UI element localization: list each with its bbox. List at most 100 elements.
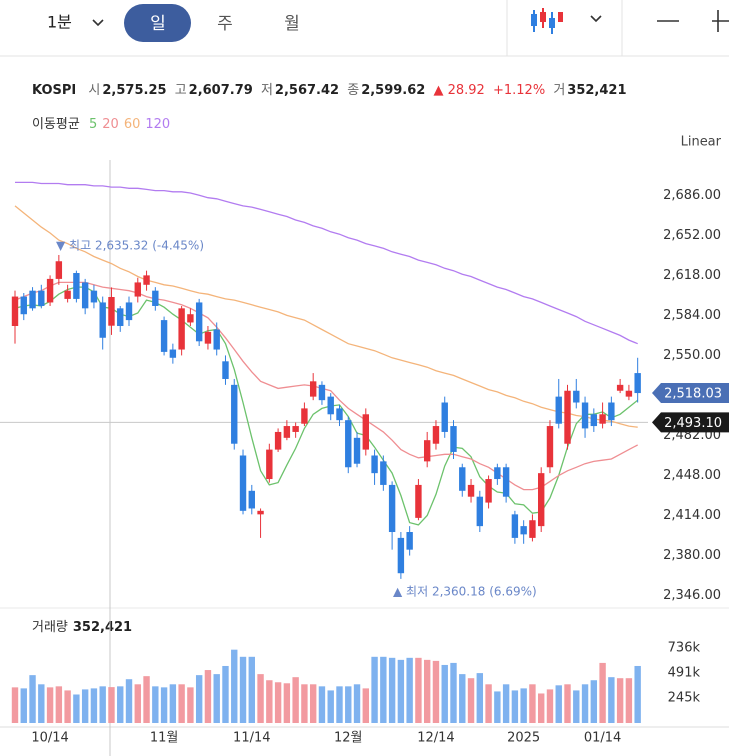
candle-body (292, 426, 299, 432)
candle-body (318, 384, 326, 401)
info-row: KOSPI 시 2,575.25 고 2,607.79 저 2,567.42 종 2,5… (32, 83, 627, 98)
volume-bar (248, 656, 255, 723)
candle-body (301, 408, 308, 424)
candle-body (362, 414, 369, 450)
candle-body (520, 526, 527, 535)
candle-body (467, 484, 475, 497)
candle-body (432, 426, 440, 444)
candle-body (353, 437, 361, 464)
volume-bar (441, 664, 448, 723)
candle-body (555, 396, 562, 424)
volume-bar (494, 691, 501, 723)
ma-legend-item: 120 (145, 117, 170, 132)
volume-bar (125, 679, 133, 723)
y-tick-label: 2,414.00 (663, 508, 721, 523)
volume-bar (160, 687, 168, 723)
ma-legend-item: 20 (102, 117, 119, 132)
candle-body (538, 473, 545, 527)
volume-bar (257, 674, 264, 723)
crosshair-price-label-bg (652, 412, 729, 433)
ma-legend-item: 5 (89, 117, 97, 132)
x-tick-label: 11/14 (233, 731, 270, 746)
candle-body (46, 278, 54, 303)
annotation-low: ▲ 최저 2,360.18 (6.69%) (393, 585, 537, 599)
volume-bar (29, 675, 36, 723)
y-tick-label: 2,686.00 (663, 188, 721, 203)
crosshair-tool[interactable] (712, 10, 729, 32)
y-tick-label: 2,346.00 (663, 588, 721, 603)
candle-body (117, 308, 124, 326)
candle-body (441, 402, 448, 432)
info-value: 352,421 (567, 83, 626, 98)
chevron[interactable] (590, 15, 602, 23)
volume-bar (292, 677, 299, 723)
volume-bar (634, 665, 641, 723)
candle-body (371, 455, 378, 474)
candle-body (99, 302, 106, 338)
candle-body (546, 426, 554, 468)
candle-body (248, 490, 255, 509)
y-tick-label: 2,448.00 (663, 468, 721, 483)
volume-bar (555, 685, 562, 723)
candle-body (239, 455, 247, 511)
candle-body (423, 440, 431, 462)
tab[interactable]: 일 (150, 14, 166, 34)
chevron (92, 19, 104, 27)
candle-body (266, 449, 273, 480)
candle-body (634, 373, 641, 394)
candle-body (11, 296, 19, 326)
candle-body (327, 396, 334, 415)
tab[interactable]: 월 (284, 14, 300, 34)
x-tick-label: 2025 (507, 731, 540, 746)
candle-body (397, 537, 405, 574)
candle-body (459, 467, 466, 491)
volume-bar (169, 684, 177, 723)
volume-tick-label: 491k (668, 665, 701, 680)
candle-body (29, 290, 36, 309)
change-pct: +1.12% (493, 83, 545, 98)
interval-select[interactable]: 1분 (47, 13, 72, 32)
volume-bar (625, 678, 633, 723)
volume-bar (134, 684, 141, 723)
volume-label: 거래량 (32, 620, 68, 635)
candle-body (616, 384, 624, 391)
volume-bar (73, 694, 80, 723)
symbol: KOSPI (32, 83, 76, 98)
candle-body (511, 514, 519, 538)
candle-body (204, 331, 212, 344)
x-tick-label: 12월 (334, 731, 363, 746)
ma-line (14, 205, 638, 428)
candle-body (309, 381, 317, 397)
volume-bar (371, 656, 378, 723)
tab[interactable]: 주 (217, 14, 233, 34)
volume-bar (397, 659, 405, 723)
candle-body (450, 426, 457, 452)
info-value: 2,607.79 (189, 83, 253, 98)
candle-body (257, 510, 264, 515)
info-label: 저 (261, 83, 273, 98)
candle-body (485, 479, 492, 503)
volume-bar (318, 686, 326, 723)
volume-bar (239, 656, 247, 723)
volume-bar (608, 677, 615, 723)
volume-bar (362, 688, 369, 723)
volume-bar (46, 687, 54, 723)
candle-body (415, 484, 422, 518)
volume-bar (143, 676, 150, 723)
volume-tick-label: 736k (668, 641, 701, 656)
volume-bar (581, 684, 589, 723)
volume-bar (546, 689, 554, 723)
volume-bar (152, 686, 159, 723)
candle-icon[interactable] (531, 8, 563, 34)
info-label: 종 (347, 83, 359, 98)
candle-body (529, 520, 536, 538)
candle-body (38, 290, 45, 306)
candle-body (388, 484, 396, 533)
volume-bar (274, 682, 282, 723)
candle-body (222, 361, 229, 379)
y-tick-label: 2,652.00 (663, 228, 721, 243)
volume-bar (450, 662, 457, 723)
volume-bar (423, 659, 431, 723)
volume-value: 352,421 (73, 620, 132, 635)
